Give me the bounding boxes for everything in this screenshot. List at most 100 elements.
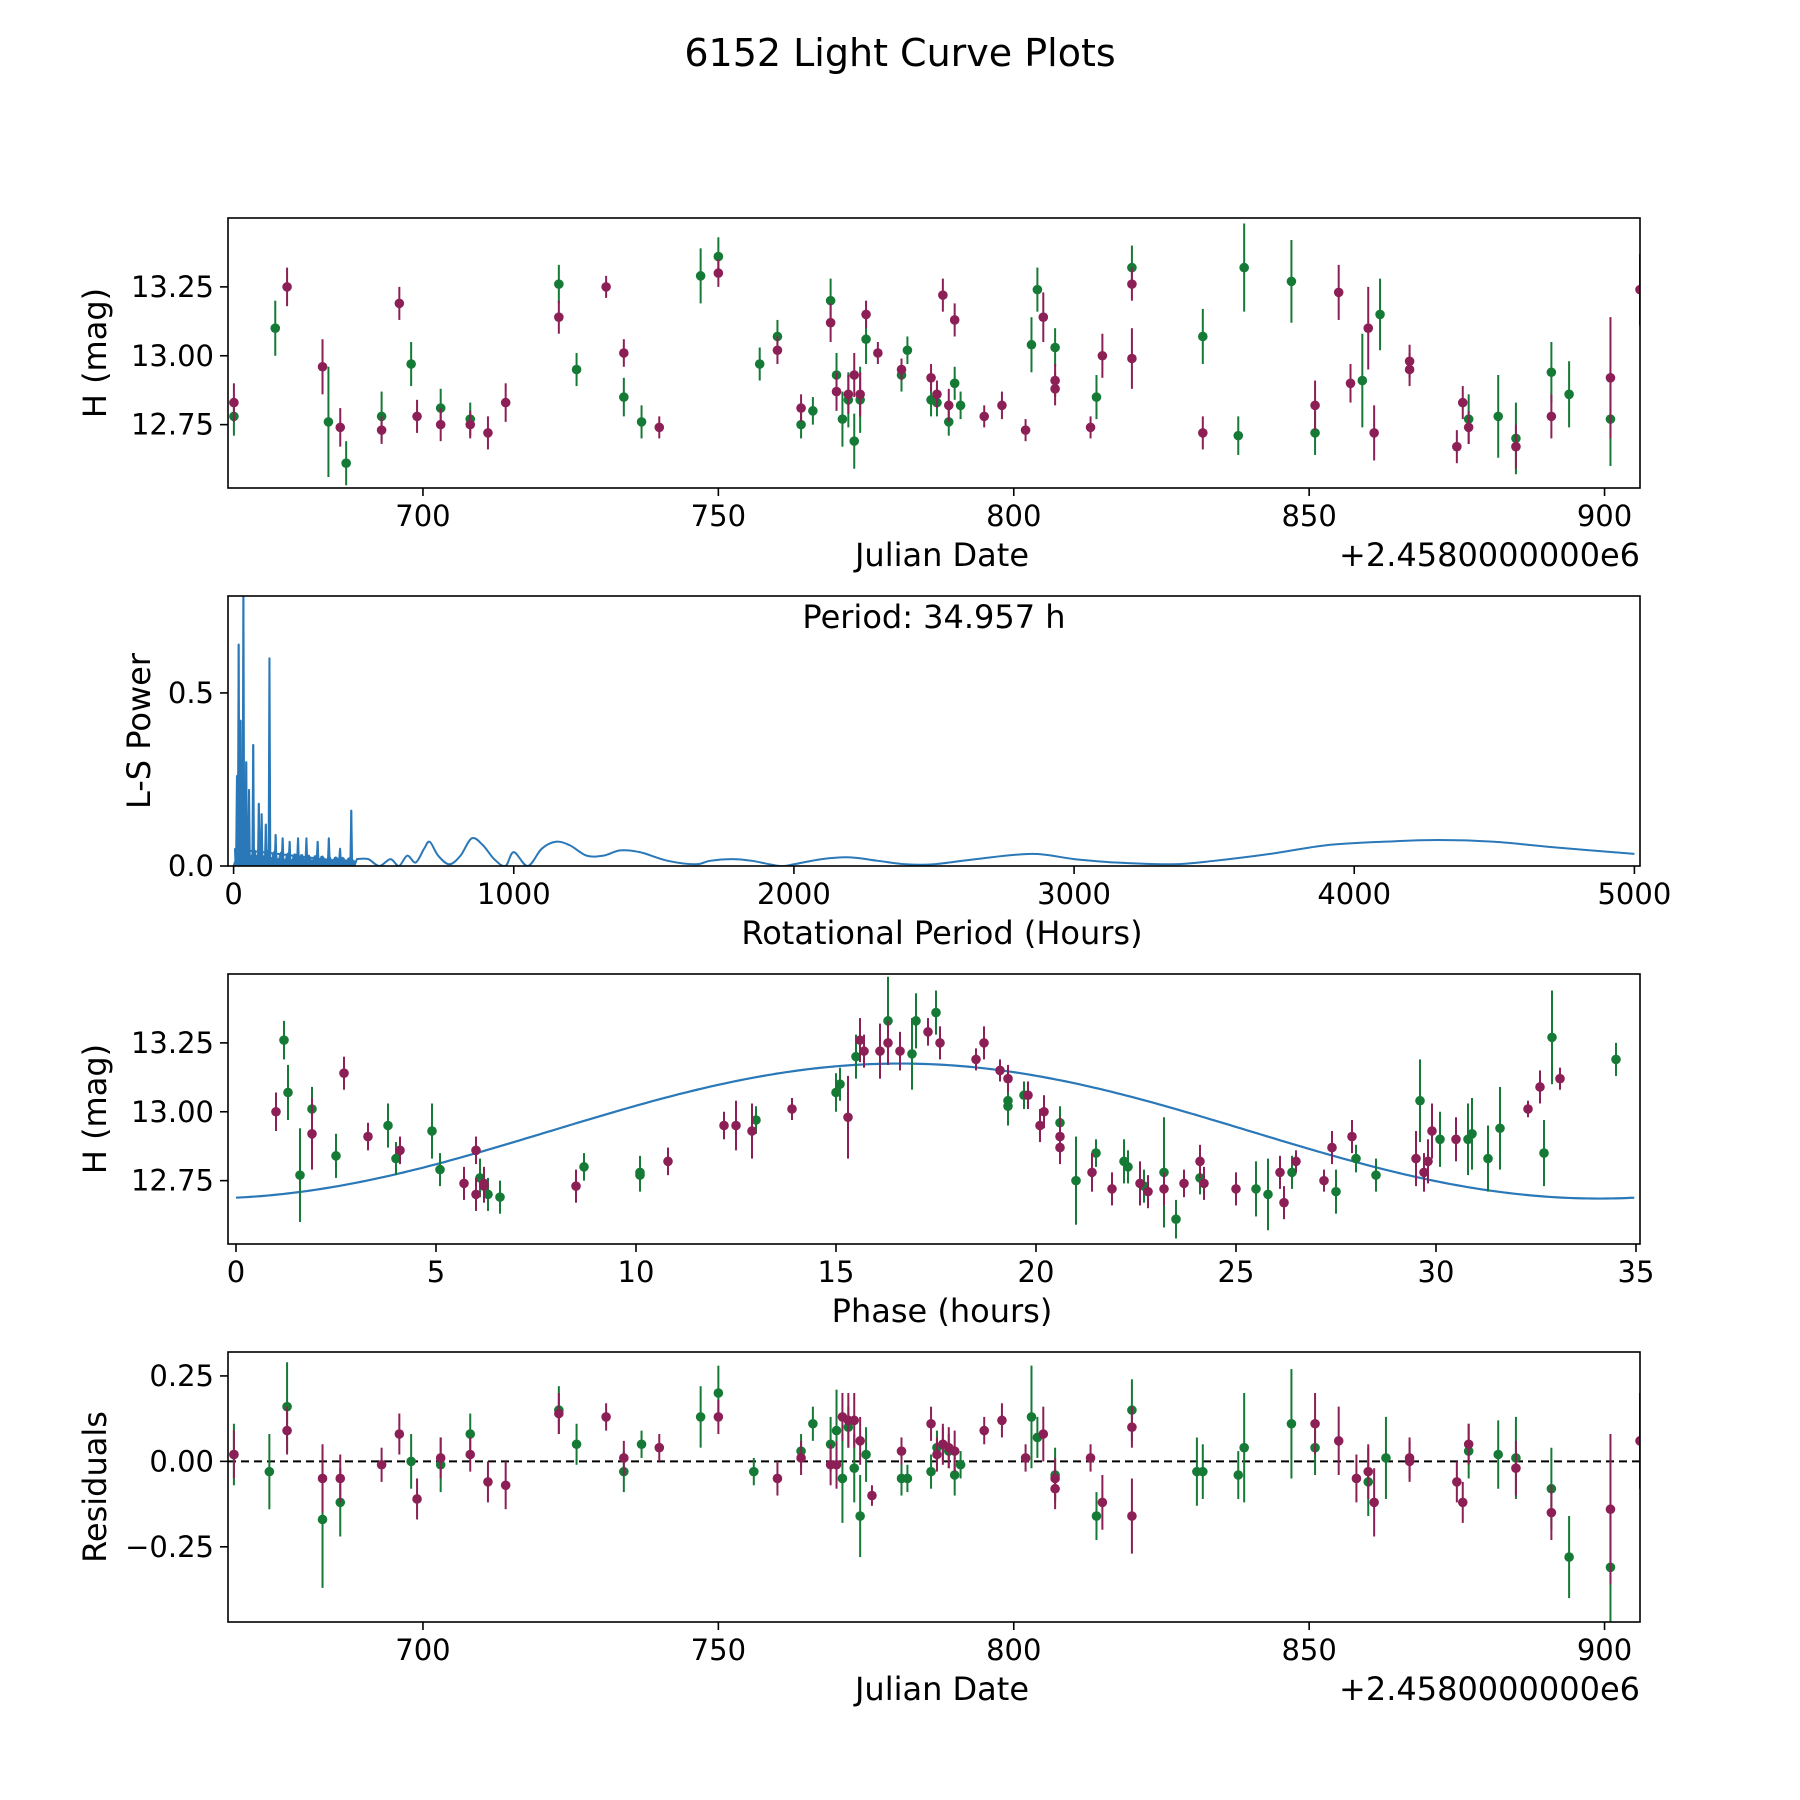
y-tick-label: 0.5 <box>168 676 214 710</box>
y-tick-label: 0.00 <box>149 1444 214 1478</box>
data-point <box>282 1425 292 1436</box>
data-point <box>229 397 239 408</box>
data-point <box>1286 1418 1297 1429</box>
data-point <box>873 348 883 358</box>
axes-frame <box>227 595 1641 867</box>
x-tick-label: 700 <box>395 1633 450 1667</box>
data-point <box>1143 1186 1153 1197</box>
data-point <box>1239 1442 1249 1453</box>
data-point <box>837 1473 848 1484</box>
data-point <box>1287 1167 1297 1178</box>
x-tick-label: 0 <box>224 877 242 911</box>
y-tick-label: 13.25 <box>131 1026 214 1060</box>
data-point <box>843 1112 853 1123</box>
x-tick-label: 4000 <box>1317 877 1391 911</box>
data-point <box>1555 1073 1565 1084</box>
data-point <box>335 422 346 433</box>
data-point <box>1026 339 1037 350</box>
x-tick-label: 10 <box>618 1255 655 1289</box>
data-point <box>855 1035 865 1045</box>
series-magenta <box>271 1018 1565 1220</box>
data-point <box>1233 430 1244 441</box>
y-axis-label: Residuals <box>76 1411 114 1563</box>
data-point <box>1333 287 1344 298</box>
data-point <box>831 1087 841 1098</box>
data-point <box>1199 1178 1209 1189</box>
data-point <box>483 428 493 438</box>
data-point <box>571 1439 582 1450</box>
data-point <box>1363 323 1374 334</box>
data-point <box>926 1418 936 1429</box>
data-point <box>772 345 783 356</box>
data-point <box>955 400 966 411</box>
data-point <box>341 458 351 469</box>
data-point <box>483 1189 493 1200</box>
model-fit-curve <box>235 1062 1635 1200</box>
data-point <box>619 348 629 358</box>
series-green <box>229 223 1616 486</box>
x-axis-label: Julian Date <box>853 536 1029 574</box>
data-point <box>283 1087 293 1098</box>
data-point <box>1493 411 1504 422</box>
x-axis-label: Julian Date <box>853 1670 1029 1708</box>
data-point <box>855 1511 865 1521</box>
x-tick-label: 900 <box>1577 1633 1632 1667</box>
data-point <box>808 1418 818 1429</box>
data-point <box>1404 356 1415 367</box>
data-point <box>1195 1156 1205 1167</box>
data-point <box>1415 1095 1425 1106</box>
data-point <box>1331 1186 1341 1197</box>
data-point <box>500 1480 511 1491</box>
data-point <box>1020 425 1031 435</box>
y-tick-label: 12.75 <box>131 408 214 442</box>
x-tick-label: 5 <box>427 1255 445 1289</box>
data-point <box>1127 353 1137 364</box>
data-point <box>1546 367 1557 378</box>
data-point <box>1511 1463 1521 1474</box>
data-point <box>1032 284 1043 295</box>
data-point <box>663 1156 673 1167</box>
data-point <box>1345 378 1356 389</box>
data-point <box>317 1514 328 1525</box>
data-point <box>435 1453 446 1463</box>
data-point <box>713 251 724 262</box>
data-point <box>1411 1153 1421 1164</box>
series-green <box>229 1362 1616 1622</box>
x-tick-label: 700 <box>395 499 450 533</box>
data-point <box>997 400 1007 411</box>
data-point <box>412 1494 422 1504</box>
data-point <box>264 1466 275 1477</box>
data-point <box>601 1412 611 1422</box>
data-point <box>1275 1167 1285 1178</box>
data-point <box>1333 1436 1344 1446</box>
data-point <box>1097 350 1108 361</box>
data-point <box>383 1120 393 1131</box>
data-point <box>1159 1184 1169 1194</box>
data-point <box>1381 1453 1391 1463</box>
data-point <box>1605 372 1616 383</box>
data-point <box>1050 375 1060 386</box>
data-point <box>636 417 647 427</box>
data-point <box>635 1167 645 1178</box>
panel-lightcurve: 700 750 800 850 900 12.75 13.00 13.25 Julian Dat… <box>76 217 1641 574</box>
data-point <box>931 1007 941 1018</box>
data-point <box>479 1178 489 1189</box>
data-point <box>932 389 942 400</box>
plot-area-residuals <box>228 1362 1640 1622</box>
data-point <box>971 1054 981 1065</box>
data-point <box>1279 1197 1289 1208</box>
axes-frame <box>227 1351 1641 1623</box>
data-point <box>1547 1032 1557 1043</box>
data-point <box>435 1164 445 1175</box>
data-point <box>1003 1101 1013 1112</box>
y-tick-label: −0.25 <box>125 1530 214 1564</box>
data-point <box>335 1473 346 1484</box>
data-point <box>1091 392 1102 402</box>
data-point <box>1198 1466 1208 1477</box>
data-point <box>1171 1214 1181 1225</box>
data-point <box>926 372 936 383</box>
data-point <box>317 361 328 372</box>
data-point <box>825 317 836 328</box>
data-point <box>867 1490 877 1501</box>
data-point <box>1310 428 1320 438</box>
